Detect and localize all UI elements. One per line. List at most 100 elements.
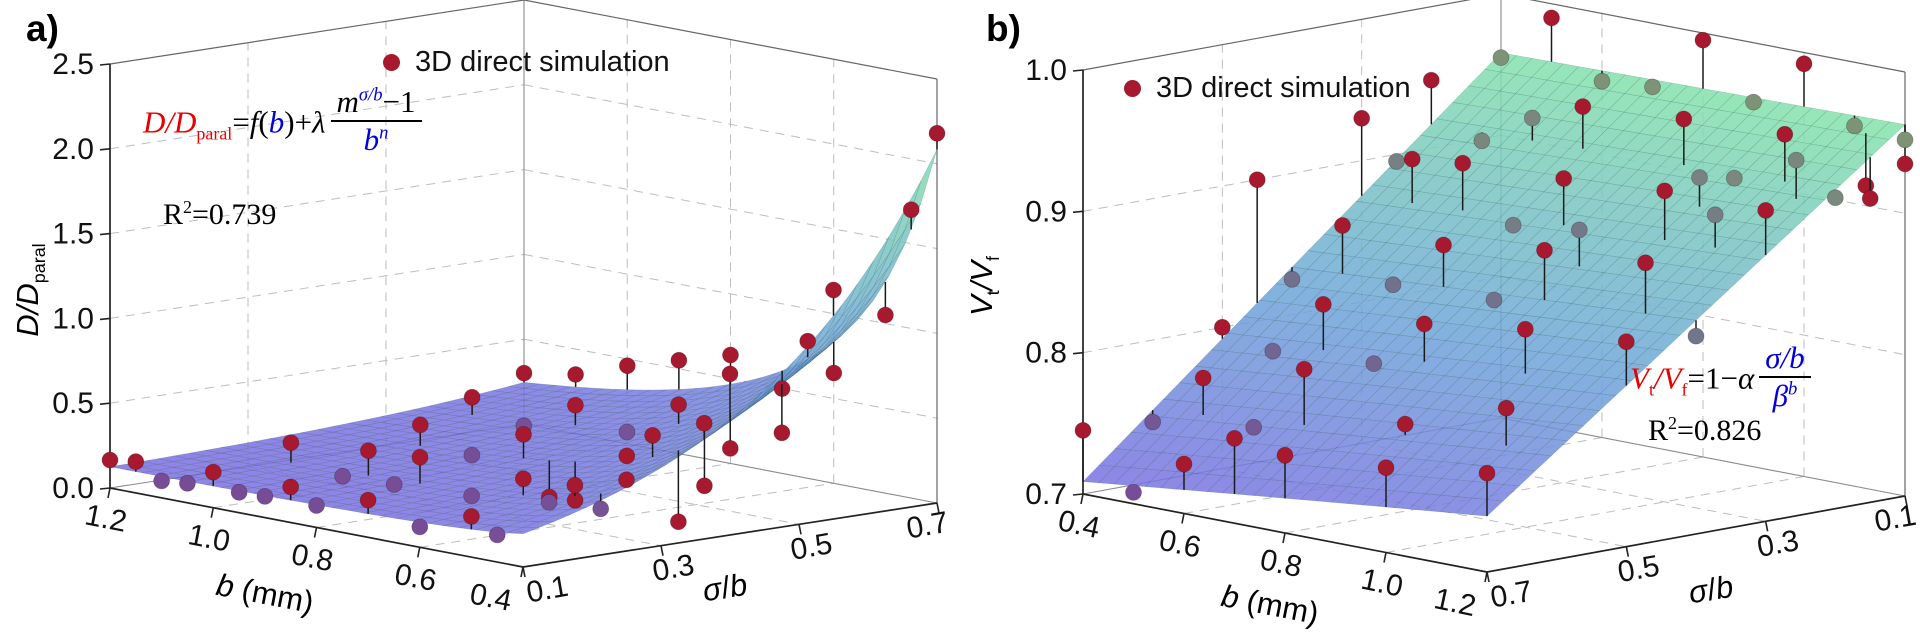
data-point — [696, 477, 713, 495]
data-point — [1276, 446, 1294, 464]
eq-a-open: ( — [258, 104, 269, 140]
fit-equation-a: D/Dparal=f(b)+λ mσ/b−1 bn — [143, 84, 422, 163]
data-point — [411, 518, 429, 536]
eq-a-f: f — [249, 104, 259, 140]
data-point — [230, 483, 248, 501]
eq-b-alpha: α — [1737, 360, 1755, 396]
zlab-b-second: V — [964, 261, 999, 282]
data-point — [1776, 125, 1794, 143]
eq-a-num-base: m — [336, 84, 359, 119]
z-tick-label: 0.9 — [1025, 195, 1067, 228]
eq-a-fraction: mσ/b−1 bn — [330, 83, 422, 158]
data-point — [1896, 155, 1914, 173]
data-point — [514, 470, 532, 488]
data-point — [1861, 190, 1879, 207]
zlab-b-sub: f — [983, 256, 1004, 261]
x-tick-label: 0.8 — [1257, 543, 1305, 584]
eq-b-slash: / — [1653, 360, 1663, 396]
x-tick-label: 0.8 — [289, 538, 336, 578]
r-squared-a: R2=0.739 — [163, 198, 276, 232]
data-point — [1846, 117, 1863, 135]
y-tick-label: 0.3 — [1755, 524, 1802, 564]
y-tick-label: 0.7 — [1488, 575, 1535, 615]
eq-a-equals: = — [232, 104, 250, 140]
eq-b-rhs: =1− — [1687, 360, 1738, 396]
x-tick-label: 1.0 — [185, 518, 232, 558]
z-axis-label-a: D/Dparal — [10, 140, 50, 440]
x-tick-label: 1.2 — [1431, 582, 1479, 623]
z-tick-label: 0.7 — [1025, 478, 1067, 511]
zlab-b-first-sub: t — [983, 290, 1004, 296]
x-tick-label: 0.6 — [1156, 524, 1204, 565]
panel-b: 0.70.80.91.00.4 0.6 0.8 1.0 1.2 0.70.50.30.1 — [1025, 0, 1919, 623]
z-tick-label: 1.0 — [52, 302, 94, 335]
eq-a-lhs-sub: paral — [196, 123, 233, 144]
data-point — [1226, 429, 1243, 447]
data-point — [1656, 182, 1674, 200]
zlab-a-first: D — [10, 314, 45, 337]
eq-b-den-sup: b — [1788, 378, 1798, 400]
data-point — [1248, 171, 1266, 189]
data-point — [1384, 276, 1402, 294]
data-point — [1396, 415, 1414, 433]
data-point — [773, 424, 791, 442]
data-point — [1377, 459, 1395, 477]
y-tick-label: 0.5 — [788, 527, 835, 567]
zlab-a-sub: paral — [29, 243, 50, 284]
data-point — [877, 306, 894, 324]
panel-a-tag: a) — [26, 8, 59, 49]
data-point — [411, 416, 429, 434]
eq-b-lhs-sub: t — [1648, 379, 1654, 400]
eq-a-den-base: b — [363, 122, 380, 158]
z-tick-label: 0.0 — [52, 472, 94, 505]
z-tick-label: 0.8 — [1025, 337, 1067, 370]
data-point — [1485, 291, 1503, 309]
data-point — [1691, 169, 1708, 186]
data-point — [618, 447, 636, 465]
data-point — [721, 439, 739, 457]
legend-marker-icon — [1124, 80, 1141, 97]
data-point — [1497, 399, 1515, 417]
data-point — [101, 451, 119, 469]
data-point — [1574, 98, 1592, 115]
data-point — [256, 487, 274, 505]
data-point — [334, 467, 352, 485]
data-point — [695, 414, 713, 432]
data-point — [1555, 170, 1573, 187]
data-point — [1536, 241, 1553, 259]
r2-b-sup: 2 — [1668, 413, 1678, 433]
data-point — [592, 500, 610, 518]
panel-a: 0.0 0.5 1.0 1.5 2.0 2.5 1.2 1.0 0.8 0.6 0.4 0.1 0.3 0… — [52, 0, 951, 618]
data-point — [567, 396, 584, 414]
z-tick-label: 1.0 — [1025, 54, 1067, 87]
scatter-points — [101, 124, 946, 544]
r2-b-value: =0.826 — [1677, 414, 1762, 447]
y-tick-label: 0.1 — [524, 570, 571, 610]
data-point — [1125, 483, 1142, 501]
zlab-a-second: D — [10, 283, 45, 306]
axes: 0.0 0.5 1.0 1.5 2.0 2.5 1.2 1.0 0.8 0.6 0.4 0.1 0.3 0… — [52, 48, 950, 618]
panel-b-tag: b) — [986, 8, 1021, 49]
data-point — [566, 476, 584, 494]
legend-a-label: 3D direct simulation — [415, 46, 670, 78]
data-point — [1454, 154, 1472, 172]
data-point — [1074, 421, 1092, 439]
data-point — [722, 346, 739, 364]
data-point — [411, 448, 429, 466]
data-point — [359, 442, 377, 460]
data-point — [1896, 131, 1914, 149]
data-point — [1687, 327, 1705, 345]
data-point — [1283, 270, 1301, 288]
data-point — [153, 472, 171, 490]
data-point — [1516, 320, 1534, 338]
data-point — [928, 124, 946, 142]
data-point — [670, 513, 687, 531]
data-point — [825, 364, 843, 382]
zlab-b-first: V — [964, 295, 999, 316]
data-point — [1295, 360, 1313, 378]
data-point — [618, 357, 636, 375]
data-point — [488, 526, 506, 544]
x-tick-label: 1.0 — [1358, 563, 1406, 604]
data-point — [1264, 342, 1282, 360]
